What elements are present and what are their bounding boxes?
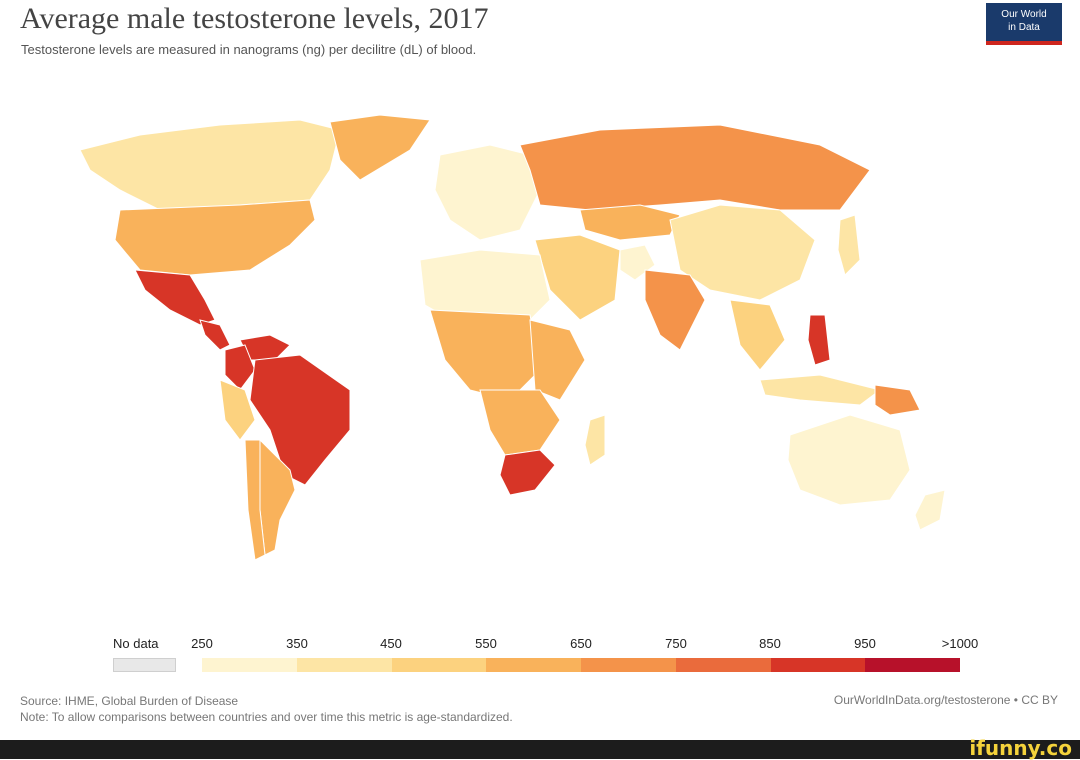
region-japan[interactable] — [837, 214, 861, 276]
region-southeast-asia[interactable] — [729, 299, 786, 371]
legend-bin-2[interactable] — [296, 658, 392, 672]
legend-tick: 850 — [759, 636, 781, 651]
legend-bin-5[interactable] — [581, 658, 676, 672]
legend-tick: >1000 — [941, 636, 979, 651]
region-chile[interactable] — [244, 439, 266, 561]
source-line: Source: IHME, Global Burden of Disease — [20, 694, 239, 708]
region-canada[interactable] — [79, 119, 341, 211]
region-south-africa[interactable] — [499, 449, 556, 496]
legend-tick: 750 — [665, 636, 687, 651]
source-note: Source: IHME, Global Burden of Disease N… — [20, 693, 513, 725]
region-europe[interactable] — [434, 144, 541, 241]
world-map — [79, 114, 946, 561]
region-papua-new-guinea[interactable] — [874, 384, 921, 416]
region-united-states[interactable] — [114, 199, 316, 276]
legend-bin-3[interactable] — [391, 658, 487, 672]
region-north-africa[interactable] — [419, 249, 551, 326]
legend-bin-1[interactable] — [202, 658, 297, 672]
region-india[interactable] — [644, 269, 706, 351]
region-new-zealand[interactable] — [914, 489, 946, 531]
legend-tick: 450 — [380, 636, 402, 651]
note-line: Note: To allow comparisons between count… — [20, 710, 513, 724]
region-peru[interactable] — [219, 379, 256, 441]
watermark-bar: ifunny.co — [0, 736, 1080, 760]
legend-bin-8[interactable] — [865, 658, 960, 672]
legend-tick: 550 — [475, 636, 497, 651]
region-philippines[interactable] — [807, 314, 831, 366]
region-mexico[interactable] — [134, 269, 216, 326]
legend-tick: 350 — [286, 636, 308, 651]
region-colombia[interactable] — [224, 344, 256, 391]
legend-bin-6[interactable] — [675, 658, 771, 672]
chart-title: Average male testosterone levels, 2017 — [20, 2, 489, 35]
region-russia[interactable] — [519, 124, 871, 211]
region-australia[interactable] — [787, 414, 911, 506]
region-east-africa[interactable] — [529, 319, 586, 401]
legend-tick: 250 — [191, 636, 213, 651]
chart-subtitle: Testosterone levels are measured in nano… — [21, 42, 477, 57]
credit-link[interactable]: OurWorldInData.org/testosterone • CC BY — [833, 693, 1058, 707]
legend-no-data-swatch[interactable] — [113, 658, 176, 672]
region-kazakhstan[interactable] — [579, 204, 681, 241]
region-middle-east[interactable] — [534, 234, 621, 321]
logo-line-1: Our World — [1001, 9, 1047, 20]
region-central-africa[interactable] — [429, 309, 541, 401]
watermark-text: ifunny.co — [969, 736, 1072, 760]
region-indonesia[interactable] — [759, 374, 882, 406]
region-greenland[interactable] — [329, 114, 431, 181]
legend-tick: 950 — [854, 636, 876, 651]
legend-color-bar — [202, 658, 960, 672]
legend-tick: 650 — [570, 636, 592, 651]
logo-line-2: in Data — [1008, 22, 1040, 33]
legend-bin-4[interactable] — [486, 658, 581, 672]
region-madagascar[interactable] — [584, 414, 606, 466]
region-southern-africa[interactable] — [479, 389, 561, 456]
owid-logo[interactable]: Our World in Data — [986, 3, 1062, 45]
legend-no-data-label: No data — [113, 636, 159, 651]
region-brazil[interactable] — [249, 354, 351, 486]
legend-bin-7[interactable] — [770, 658, 866, 672]
color-legend: No data 250 350 450 550 650 750 850 950 … — [0, 630, 1080, 680]
region-central-america[interactable] — [199, 319, 231, 351]
